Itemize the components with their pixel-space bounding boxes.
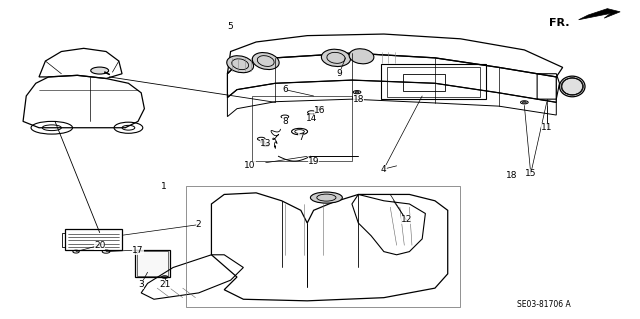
Text: 17: 17 xyxy=(132,246,144,255)
Ellipse shape xyxy=(260,141,265,143)
Text: 21: 21 xyxy=(159,279,170,288)
Text: SE03-81706 A: SE03-81706 A xyxy=(516,300,570,308)
Bar xyxy=(137,251,168,276)
Text: 20: 20 xyxy=(94,241,106,250)
Ellipse shape xyxy=(349,49,374,64)
Text: 5: 5 xyxy=(228,22,234,31)
Text: 15: 15 xyxy=(525,169,536,178)
Text: 19: 19 xyxy=(308,157,319,166)
Text: 4: 4 xyxy=(381,165,387,174)
Ellipse shape xyxy=(559,76,585,97)
Text: 14: 14 xyxy=(306,114,317,123)
Text: 9: 9 xyxy=(336,69,342,78)
Text: 7: 7 xyxy=(298,133,304,142)
Bar xyxy=(65,229,122,250)
Ellipse shape xyxy=(355,91,359,93)
Text: 2: 2 xyxy=(196,220,202,229)
Ellipse shape xyxy=(227,56,253,73)
Text: 18: 18 xyxy=(506,171,517,180)
Text: 12: 12 xyxy=(401,215,412,224)
Bar xyxy=(403,74,445,91)
Text: 1: 1 xyxy=(161,182,166,191)
Text: 18: 18 xyxy=(353,95,364,104)
Text: 6: 6 xyxy=(282,85,288,94)
Ellipse shape xyxy=(310,192,342,203)
Ellipse shape xyxy=(321,49,351,66)
Text: 16: 16 xyxy=(314,106,326,115)
Ellipse shape xyxy=(252,53,279,70)
Text: 13: 13 xyxy=(260,139,271,148)
Text: 3: 3 xyxy=(138,279,144,288)
Bar xyxy=(135,250,170,277)
Text: 11: 11 xyxy=(541,123,552,132)
Text: 10: 10 xyxy=(244,161,255,170)
Ellipse shape xyxy=(91,67,109,74)
Text: 8: 8 xyxy=(282,117,288,126)
Ellipse shape xyxy=(522,101,526,103)
Text: FR.: FR. xyxy=(548,18,569,28)
Polygon shape xyxy=(579,9,620,20)
